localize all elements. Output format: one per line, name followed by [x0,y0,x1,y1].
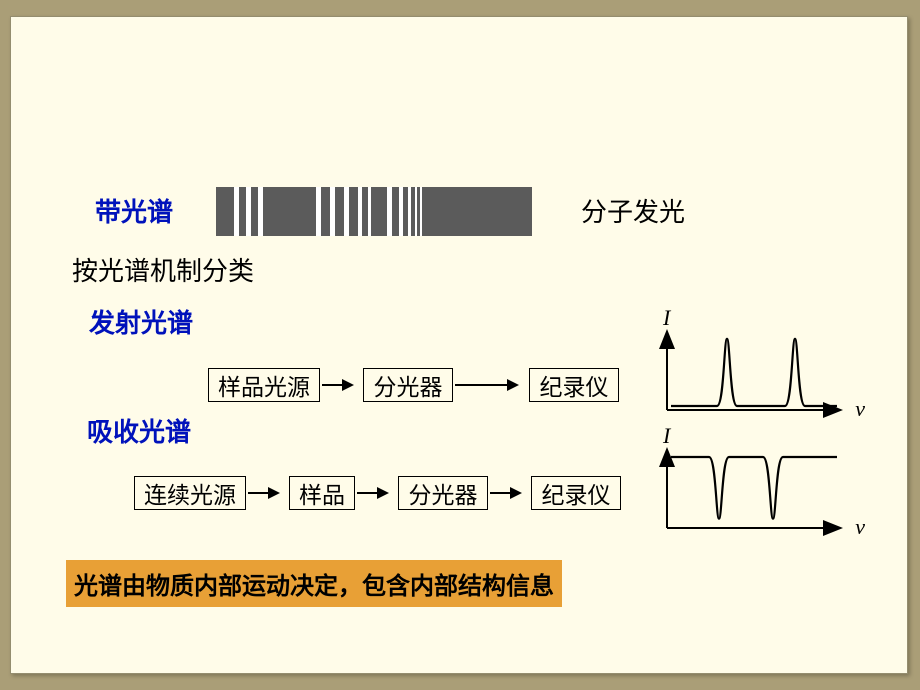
absorption-spectrum-chart: I ν [667,443,847,528]
molecular-emission-label: 分子发光 [581,197,685,228]
flow-box-continuous-source: 连续光源 [134,476,246,510]
mechanism-heading: 按光谱机制分类 [72,256,254,287]
flow-box-splitter: 分光器 [363,368,453,402]
slide-canvas: 带光谱 分子发光 按光谱机制分类 发射光谱 样品光源 分光器 纪录仪 I ν 吸… [10,16,908,674]
arrow-icon [455,384,517,386]
band-spectrum-label: 带光谱 [95,197,173,228]
flow-box-recorder: 纪录仪 [529,368,619,402]
flow-box-recorder: 纪录仪 [531,476,621,510]
flow-box-splitter: 分光器 [398,476,488,510]
emission-spectrum-label: 发射光谱 [89,308,193,339]
arrow-icon [490,492,520,494]
summary-highlight: 光谱由物质内部运动决定，包含内部结构信息 [66,560,562,607]
arrow-icon [322,384,352,386]
arrow-icon [248,492,278,494]
flow-box-sample-source: 样品光源 [208,368,320,402]
flow-box-sample: 样品 [289,476,355,510]
arrow-icon [357,492,387,494]
emission-spectrum-chart: I ν [667,325,847,410]
band-spectrum-graphic [216,187,532,236]
absorption-spectrum-label: 吸收光谱 [87,417,191,448]
